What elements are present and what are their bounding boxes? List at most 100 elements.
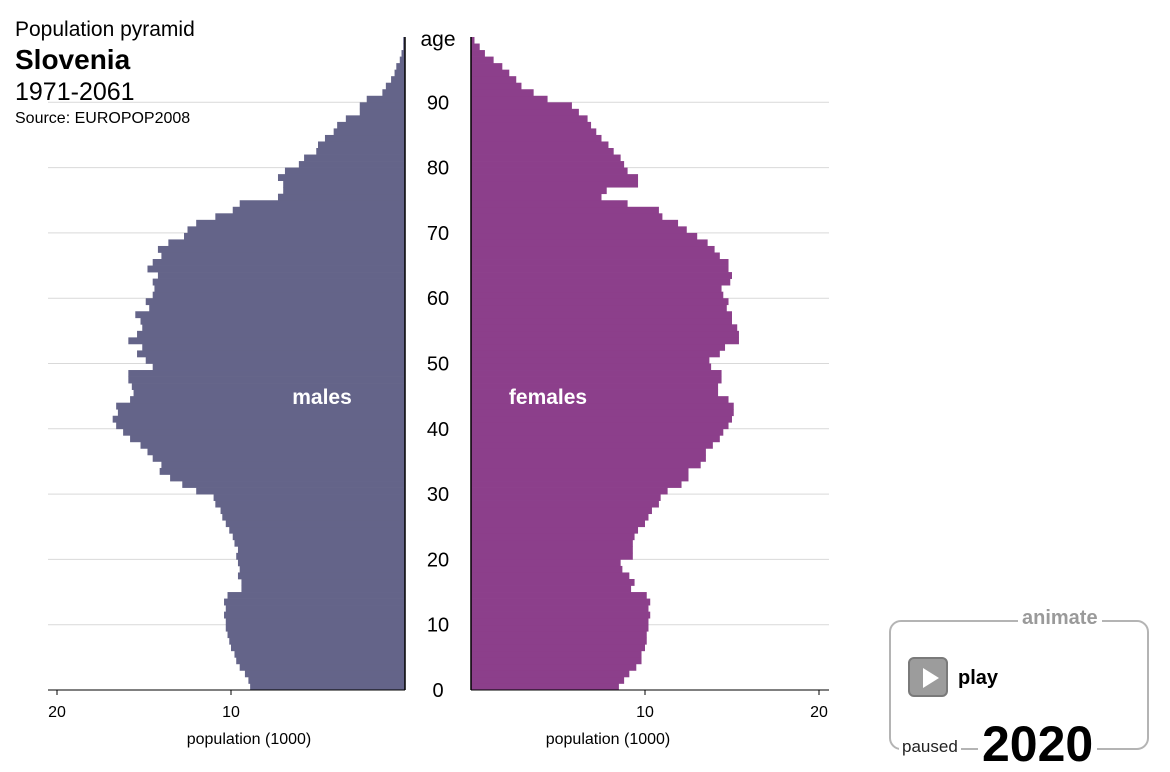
- male-bar-age-14: [227, 592, 405, 599]
- female-bar-age-96: [471, 56, 494, 64]
- year-range: 1971-2061: [15, 78, 135, 106]
- male-bar-age-27: [220, 507, 405, 515]
- female-bar-age-64: [471, 265, 729, 273]
- female-bar-age-43: [471, 402, 734, 410]
- female-bar-age-22: [471, 539, 633, 547]
- female-bar-age-94: [471, 69, 510, 77]
- male-bar-age-35: [152, 454, 405, 462]
- male-bar-age-23: [232, 533, 405, 541]
- female-bar-age-2: [471, 670, 630, 678]
- age-tick-0: 0: [432, 680, 443, 702]
- female-bar-age-89: [471, 102, 572, 110]
- female-bar-age-41: [471, 415, 732, 423]
- female-bar-age-42: [471, 409, 734, 417]
- male-bar-age-1: [248, 676, 405, 684]
- female-bar-age-60: [471, 291, 724, 299]
- male-bar-age-29: [213, 494, 405, 501]
- female-bar-age-11: [471, 611, 651, 619]
- male-bar-age-85: [333, 128, 405, 136]
- female-bar-age-55: [471, 324, 738, 332]
- male-bar-age-74: [239, 200, 405, 208]
- male-bar-age-3: [239, 663, 405, 671]
- female-bar-age-98: [471, 43, 480, 51]
- age-tick-labels: 0 10 20 30 40 50 60 70 80 90: [427, 92, 449, 702]
- age-tick-30: 30: [427, 484, 449, 506]
- female-bar-age-13: [471, 598, 651, 606]
- play-label[interactable]: play: [958, 667, 999, 689]
- male-bar-age-80: [298, 161, 405, 168]
- females-bars: [471, 37, 739, 691]
- male-bar-age-5: [234, 650, 405, 658]
- female-bar-age-21: [471, 546, 633, 554]
- male-bar-age-84: [324, 134, 405, 142]
- males-bars: [112, 37, 406, 691]
- male-bar-age-9: [225, 624, 405, 632]
- female-bar-age-14: [471, 592, 647, 599]
- male-bar-age-17: [237, 572, 405, 580]
- female-bar-age-38: [471, 435, 720, 443]
- female-bar-age-88: [471, 108, 579, 116]
- female-bar-age-10: [471, 618, 649, 626]
- female-bar-age-37: [471, 441, 713, 449]
- x-tick-3: 20: [810, 704, 828, 721]
- female-bar-age-59: [471, 298, 729, 306]
- male-bar-age-37: [140, 441, 405, 449]
- male-bar-age-28: [215, 500, 405, 508]
- males-x-axis-label: population (1000): [187, 731, 312, 748]
- male-bar-age-15: [241, 585, 405, 593]
- female-bar-age-30: [471, 487, 668, 495]
- female-bar-age-20: [471, 552, 633, 560]
- male-bar-age-61: [154, 285, 405, 293]
- x-tick-1: 10: [222, 704, 240, 721]
- male-bar-age-69: [184, 232, 405, 240]
- status-label: paused: [899, 737, 961, 757]
- female-bar-age-53: [471, 337, 739, 345]
- male-bar-age-25: [225, 520, 405, 528]
- female-bar-age-95: [471, 63, 503, 70]
- male-bar-age-99: [403, 37, 405, 44]
- male-bar-age-60: [152, 291, 405, 299]
- male-bar-age-49: [152, 363, 405, 371]
- female-bar-age-18: [471, 565, 623, 573]
- female-bar-age-3: [471, 663, 637, 671]
- male-bar-age-26: [222, 513, 405, 521]
- age-tick-70: 70: [427, 223, 449, 245]
- male-bar-age-19: [237, 559, 405, 567]
- male-bar-age-55: [142, 324, 405, 332]
- male-bar-age-56: [140, 317, 405, 325]
- female-bar-age-52: [471, 343, 726, 351]
- female-bar-age-31: [471, 481, 682, 488]
- female-bar-age-47: [471, 376, 722, 384]
- age-tick-90: 90: [427, 92, 449, 114]
- female-bar-age-67: [471, 245, 715, 253]
- female-bar-age-58: [471, 304, 727, 312]
- male-bar-age-48: [128, 370, 405, 377]
- male-bar-age-50: [145, 356, 406, 364]
- female-bar-age-32: [471, 474, 689, 482]
- male-bar-age-6: [231, 644, 405, 652]
- male-bar-age-59: [145, 298, 406, 306]
- female-bar-age-9: [471, 624, 649, 632]
- male-bar-age-36: [147, 448, 406, 456]
- female-bar-age-29: [471, 494, 661, 501]
- male-bar-age-52: [142, 343, 405, 351]
- male-bar-age-8: [227, 631, 405, 639]
- male-bar-age-62: [152, 278, 405, 286]
- female-bar-age-40: [471, 422, 729, 430]
- male-bar-age-53: [128, 337, 405, 345]
- male-bar-age-67: [157, 245, 405, 253]
- male-bar-age-97: [401, 50, 405, 57]
- female-bar-age-16: [471, 578, 635, 586]
- male-bar-age-98: [403, 43, 405, 51]
- female-bar-age-33: [471, 467, 689, 475]
- male-bar-age-76: [283, 187, 405, 195]
- male-bar-age-88: [359, 108, 405, 116]
- play-button[interactable]: [908, 657, 948, 697]
- female-bar-age-27: [471, 507, 652, 515]
- female-bar-age-48: [471, 370, 722, 377]
- male-bar-age-0: [250, 683, 405, 691]
- male-bar-age-64: [147, 265, 406, 273]
- female-bar-age-49: [471, 363, 712, 371]
- female-bar-age-54: [471, 330, 739, 338]
